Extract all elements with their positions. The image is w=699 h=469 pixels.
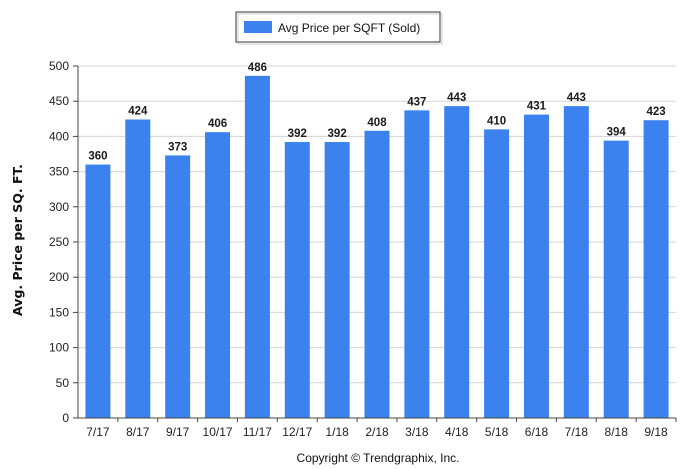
bar [324,142,350,419]
bar-value-label: 394 [607,127,627,139]
bar-value-label: 392 [328,128,347,140]
y-tick-label: 100 [49,341,69,355]
y-tick-label: 50 [56,376,70,390]
legend-swatch [244,21,272,33]
x-tick-label: 6/18 [525,425,549,439]
bar [563,106,589,419]
y-tick-label: 350 [49,165,69,179]
y-tick-label: 250 [49,235,69,249]
bar-value-label: 443 [447,92,466,104]
bar [85,164,111,418]
bar [125,119,151,418]
x-tick-label: 9/18 [644,425,668,439]
legend-label: Avg Price per SQFT (Sold) [278,21,420,35]
bar [603,140,629,418]
bar-value-label: 431 [527,101,547,113]
bar [205,132,231,418]
bar [165,155,191,418]
x-axis-ticks: 7/17 8/17 9/17 10/17 11/17 12/17 1/18 2/18 3/18 4… [86,418,677,439]
x-tick-label: 2/18 [365,425,389,439]
bar-value-label: 406 [208,118,227,130]
bar [523,114,549,419]
legend-shadow [237,13,443,45]
bar-value-label: 486 [248,62,267,74]
bar-value-label: 443 [567,92,586,104]
bar-value-label: 410 [487,115,506,127]
y-tick-label: 0 [62,411,69,425]
x-tick-label: 8/18 [605,425,629,439]
bar-value-label: 424 [128,106,148,118]
bar [404,110,430,419]
copyright-text: Copyright © Trendgraphix, Inc. [297,451,460,465]
y-axis-ticks: 0 50 100 150 200 250 300 350 400 450 500 [49,59,78,425]
x-tick-label: 9/17 [166,425,190,439]
bar [444,106,470,419]
bar [643,120,669,418]
bar-data-labels: 360 424 373 406 486 392 392 408 437 443 410 431 443 3… [88,62,665,163]
y-tick-label: 150 [49,305,69,319]
x-tick-label: 10/17 [203,425,233,439]
y-tick-label: 400 [49,129,69,143]
y-tick-label: 200 [49,270,69,284]
x-tick-label: 1/18 [325,425,349,439]
y-tick-label: 450 [49,94,69,108]
x-tick-label: 8/17 [126,425,150,439]
bar [284,142,310,419]
bar-value-label: 408 [367,117,387,129]
x-tick-label: 7/17 [86,425,110,439]
x-tick-label: 4/18 [445,425,469,439]
y-tick-label: 500 [49,59,69,73]
x-tick-label: 5/18 [485,425,509,439]
x-tick-label: 12/17 [282,425,312,439]
x-tick-label: 11/17 [243,425,272,439]
y-axis-title: Avg. Price per SQ. FT. [10,164,25,316]
bars [85,75,669,419]
legend: Avg Price per SQFT (Sold) [235,11,443,45]
bar-value-label: 373 [168,141,187,153]
bar [364,130,390,418]
bar-value-label: 392 [288,128,307,140]
x-tick-label: 3/18 [405,425,429,439]
bar-value-label: 360 [88,151,107,163]
x-tick-label: 7/18 [565,425,589,439]
y-tick-label: 300 [49,200,69,214]
bar [484,129,510,419]
bar [244,75,270,418]
bar-value-label: 423 [646,106,665,118]
bar-value-label: 437 [407,96,426,108]
